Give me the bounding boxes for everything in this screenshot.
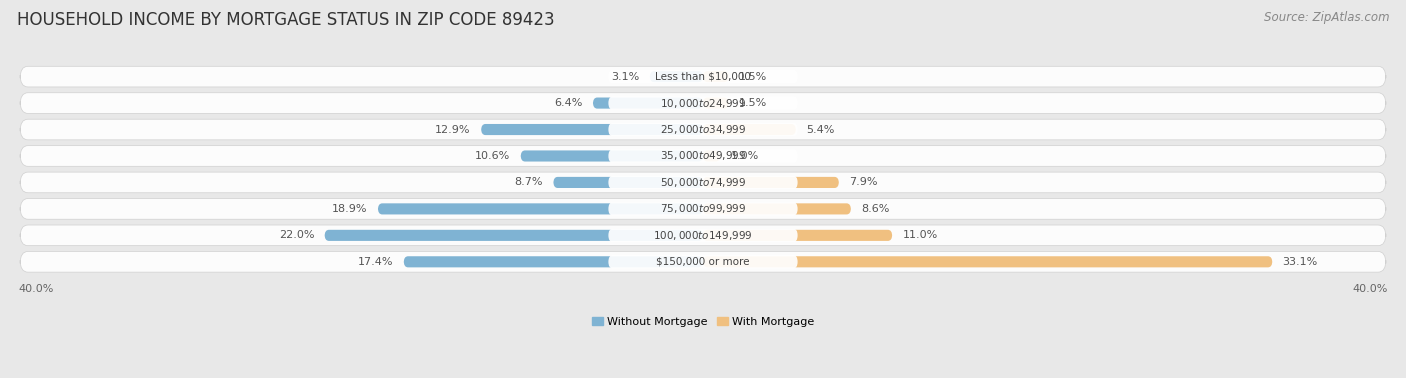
FancyBboxPatch shape xyxy=(20,66,1386,87)
Text: 6.4%: 6.4% xyxy=(554,98,582,108)
FancyBboxPatch shape xyxy=(20,225,1386,246)
FancyBboxPatch shape xyxy=(650,71,703,82)
FancyBboxPatch shape xyxy=(609,255,797,268)
FancyBboxPatch shape xyxy=(703,71,728,82)
Text: 1.0%: 1.0% xyxy=(731,151,759,161)
FancyBboxPatch shape xyxy=(703,230,893,241)
FancyBboxPatch shape xyxy=(20,119,1386,140)
Text: 7.9%: 7.9% xyxy=(849,177,877,187)
Text: $100,000 to $149,999: $100,000 to $149,999 xyxy=(654,229,752,242)
FancyBboxPatch shape xyxy=(609,176,797,189)
Text: 10.6%: 10.6% xyxy=(475,151,510,161)
FancyBboxPatch shape xyxy=(20,251,1386,272)
Legend: Without Mortgage, With Mortgage: Without Mortgage, With Mortgage xyxy=(588,312,818,331)
Text: $25,000 to $34,999: $25,000 to $34,999 xyxy=(659,123,747,136)
FancyBboxPatch shape xyxy=(20,172,1386,193)
Text: $50,000 to $74,999: $50,000 to $74,999 xyxy=(659,176,747,189)
Text: 40.0%: 40.0% xyxy=(18,284,53,293)
Text: 8.6%: 8.6% xyxy=(862,204,890,214)
Text: $75,000 to $99,999: $75,000 to $99,999 xyxy=(659,202,747,215)
Text: 17.4%: 17.4% xyxy=(359,257,394,267)
FancyBboxPatch shape xyxy=(609,229,797,242)
Text: $150,000 or more: $150,000 or more xyxy=(657,257,749,267)
Text: $35,000 to $49,999: $35,000 to $49,999 xyxy=(659,149,747,163)
Text: $10,000 to $24,999: $10,000 to $24,999 xyxy=(659,96,747,110)
FancyBboxPatch shape xyxy=(520,150,703,161)
Text: 11.0%: 11.0% xyxy=(903,230,938,240)
FancyBboxPatch shape xyxy=(609,96,797,110)
FancyBboxPatch shape xyxy=(703,124,796,135)
FancyBboxPatch shape xyxy=(20,198,1386,219)
FancyBboxPatch shape xyxy=(378,203,703,214)
Text: 8.7%: 8.7% xyxy=(515,177,543,187)
FancyBboxPatch shape xyxy=(703,98,728,108)
FancyBboxPatch shape xyxy=(703,256,1272,267)
Text: 3.1%: 3.1% xyxy=(612,71,640,82)
FancyBboxPatch shape xyxy=(481,124,703,135)
FancyBboxPatch shape xyxy=(609,202,797,215)
FancyBboxPatch shape xyxy=(554,177,703,188)
Text: 18.9%: 18.9% xyxy=(332,204,367,214)
FancyBboxPatch shape xyxy=(609,123,797,136)
FancyBboxPatch shape xyxy=(609,149,797,163)
FancyBboxPatch shape xyxy=(703,203,851,214)
FancyBboxPatch shape xyxy=(609,70,797,83)
FancyBboxPatch shape xyxy=(703,177,839,188)
Text: 1.5%: 1.5% xyxy=(740,71,768,82)
Text: 1.5%: 1.5% xyxy=(740,98,768,108)
FancyBboxPatch shape xyxy=(593,98,703,108)
Text: 22.0%: 22.0% xyxy=(278,230,315,240)
FancyBboxPatch shape xyxy=(703,150,720,161)
Text: HOUSEHOLD INCOME BY MORTGAGE STATUS IN ZIP CODE 89423: HOUSEHOLD INCOME BY MORTGAGE STATUS IN Z… xyxy=(17,11,554,29)
FancyBboxPatch shape xyxy=(20,93,1386,113)
Text: Less than $10,000: Less than $10,000 xyxy=(655,71,751,82)
FancyBboxPatch shape xyxy=(404,256,703,267)
Text: 12.9%: 12.9% xyxy=(436,124,471,135)
Text: Source: ZipAtlas.com: Source: ZipAtlas.com xyxy=(1264,11,1389,24)
FancyBboxPatch shape xyxy=(20,146,1386,166)
FancyBboxPatch shape xyxy=(325,230,703,241)
Text: 5.4%: 5.4% xyxy=(806,124,835,135)
Text: 33.1%: 33.1% xyxy=(1282,257,1317,267)
Text: 40.0%: 40.0% xyxy=(1353,284,1388,293)
